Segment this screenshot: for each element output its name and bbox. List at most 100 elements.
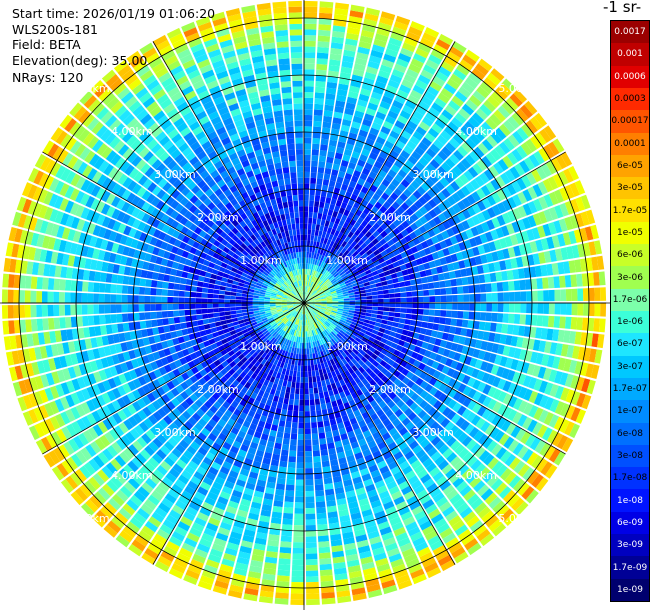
beam-gate — [471, 368, 480, 379]
beam-gate — [321, 460, 330, 468]
beam-gate — [304, 171, 310, 178]
beam-gate — [513, 348, 522, 359]
beam-gate — [428, 174, 439, 184]
beam-gate — [326, 500, 337, 507]
beam-gate — [174, 479, 187, 490]
beam-gate — [298, 319, 301, 326]
beam-gate — [178, 303, 185, 310]
beam-gate — [506, 324, 514, 335]
beam-gate — [368, 226, 377, 234]
beam-gate — [239, 545, 252, 554]
beam-gate — [180, 381, 189, 391]
beam-gate — [253, 310, 260, 314]
beam-gate — [305, 280, 308, 287]
beam-gate — [337, 141, 346, 149]
beam-gate — [307, 307, 313, 312]
beam-gate — [336, 89, 348, 97]
beam-gate — [563, 330, 571, 343]
beam-gate — [327, 284, 334, 289]
beam-gate — [480, 293, 487, 302]
beam-gate — [388, 427, 398, 437]
beam-gate — [145, 477, 157, 490]
beam-gate — [338, 260, 345, 267]
beam-gate — [363, 319, 371, 324]
beam-gate — [360, 503, 371, 512]
beam-gate — [338, 303, 344, 305]
beam-gate — [377, 371, 385, 380]
beam-gate — [219, 285, 226, 291]
beam-gate — [213, 336, 221, 343]
beam-gate — [460, 327, 468, 337]
beam-gate — [531, 227, 541, 240]
beam-gate — [316, 314, 321, 319]
beam-gate — [227, 500, 239, 509]
beam-gate — [99, 283, 106, 293]
beam-gate — [259, 415, 268, 423]
beam-gate — [502, 380, 512, 392]
beam-gate — [190, 285, 197, 292]
beam-gate — [88, 476, 101, 490]
beam-gate — [479, 172, 490, 184]
beam-gate — [298, 428, 304, 435]
beam-gate — [268, 435, 276, 443]
beam-gate — [422, 152, 433, 163]
beam-gate — [153, 368, 162, 379]
beam-gate — [365, 66, 379, 75]
beam-gate — [370, 541, 384, 551]
beam-gate — [325, 335, 331, 342]
beam-gate — [287, 304, 293, 306]
beam-gate — [264, 308, 271, 312]
beam-gate — [340, 262, 347, 269]
beam-gate — [196, 512, 209, 522]
beam-gate — [245, 415, 253, 423]
beam-gate — [469, 338, 477, 348]
beam-gate — [438, 324, 445, 332]
beam-gate — [324, 322, 330, 328]
beam-gate — [285, 484, 295, 491]
beam-gate — [304, 291, 306, 298]
beam-gate — [252, 548, 265, 557]
beam-gate — [227, 404, 236, 413]
beam-gate — [357, 256, 364, 263]
beam-gate — [36, 290, 43, 303]
beam-gate — [70, 353, 79, 365]
beam-gate — [338, 304, 344, 307]
beam-gate — [73, 256, 81, 268]
beam-gate — [404, 99, 417, 110]
beam-gate — [517, 268, 525, 279]
beam-gate — [294, 399, 299, 406]
beam-gate — [219, 466, 230, 475]
beam-gate — [381, 579, 396, 589]
beam-gate — [384, 209, 393, 218]
beam-gate — [278, 312, 284, 316]
beam-gate — [574, 361, 583, 375]
beam-gate — [413, 359, 421, 368]
beam-gate — [369, 197, 377, 206]
beam-gate — [314, 364, 319, 371]
beam-gate — [476, 200, 487, 212]
beam-gate — [511, 497, 525, 512]
beam-gate — [522, 189, 533, 202]
beam-gate — [292, 370, 297, 377]
beam-gate — [568, 331, 577, 344]
beam-gate — [304, 114, 313, 121]
beam-gate — [314, 271, 318, 277]
beam-gate — [309, 318, 313, 325]
beam-gate — [131, 473, 144, 486]
beam-gate — [329, 314, 336, 319]
beam-gate — [113, 425, 125, 438]
beam-gate — [278, 348, 284, 356]
beam-gate — [421, 276, 428, 284]
beam-gate — [493, 239, 502, 250]
beam-gate — [172, 297, 179, 303]
beam-gate — [308, 325, 312, 331]
beam-gate — [54, 413, 66, 428]
beam-gate — [312, 450, 321, 457]
beam-gate — [233, 567, 248, 577]
beam-gate — [397, 215, 406, 224]
beam-gate — [304, 308, 306, 315]
beam-gate — [418, 249, 427, 258]
beam-gate — [352, 592, 367, 602]
beam-gate — [330, 290, 337, 294]
beam-gate — [291, 381, 296, 389]
